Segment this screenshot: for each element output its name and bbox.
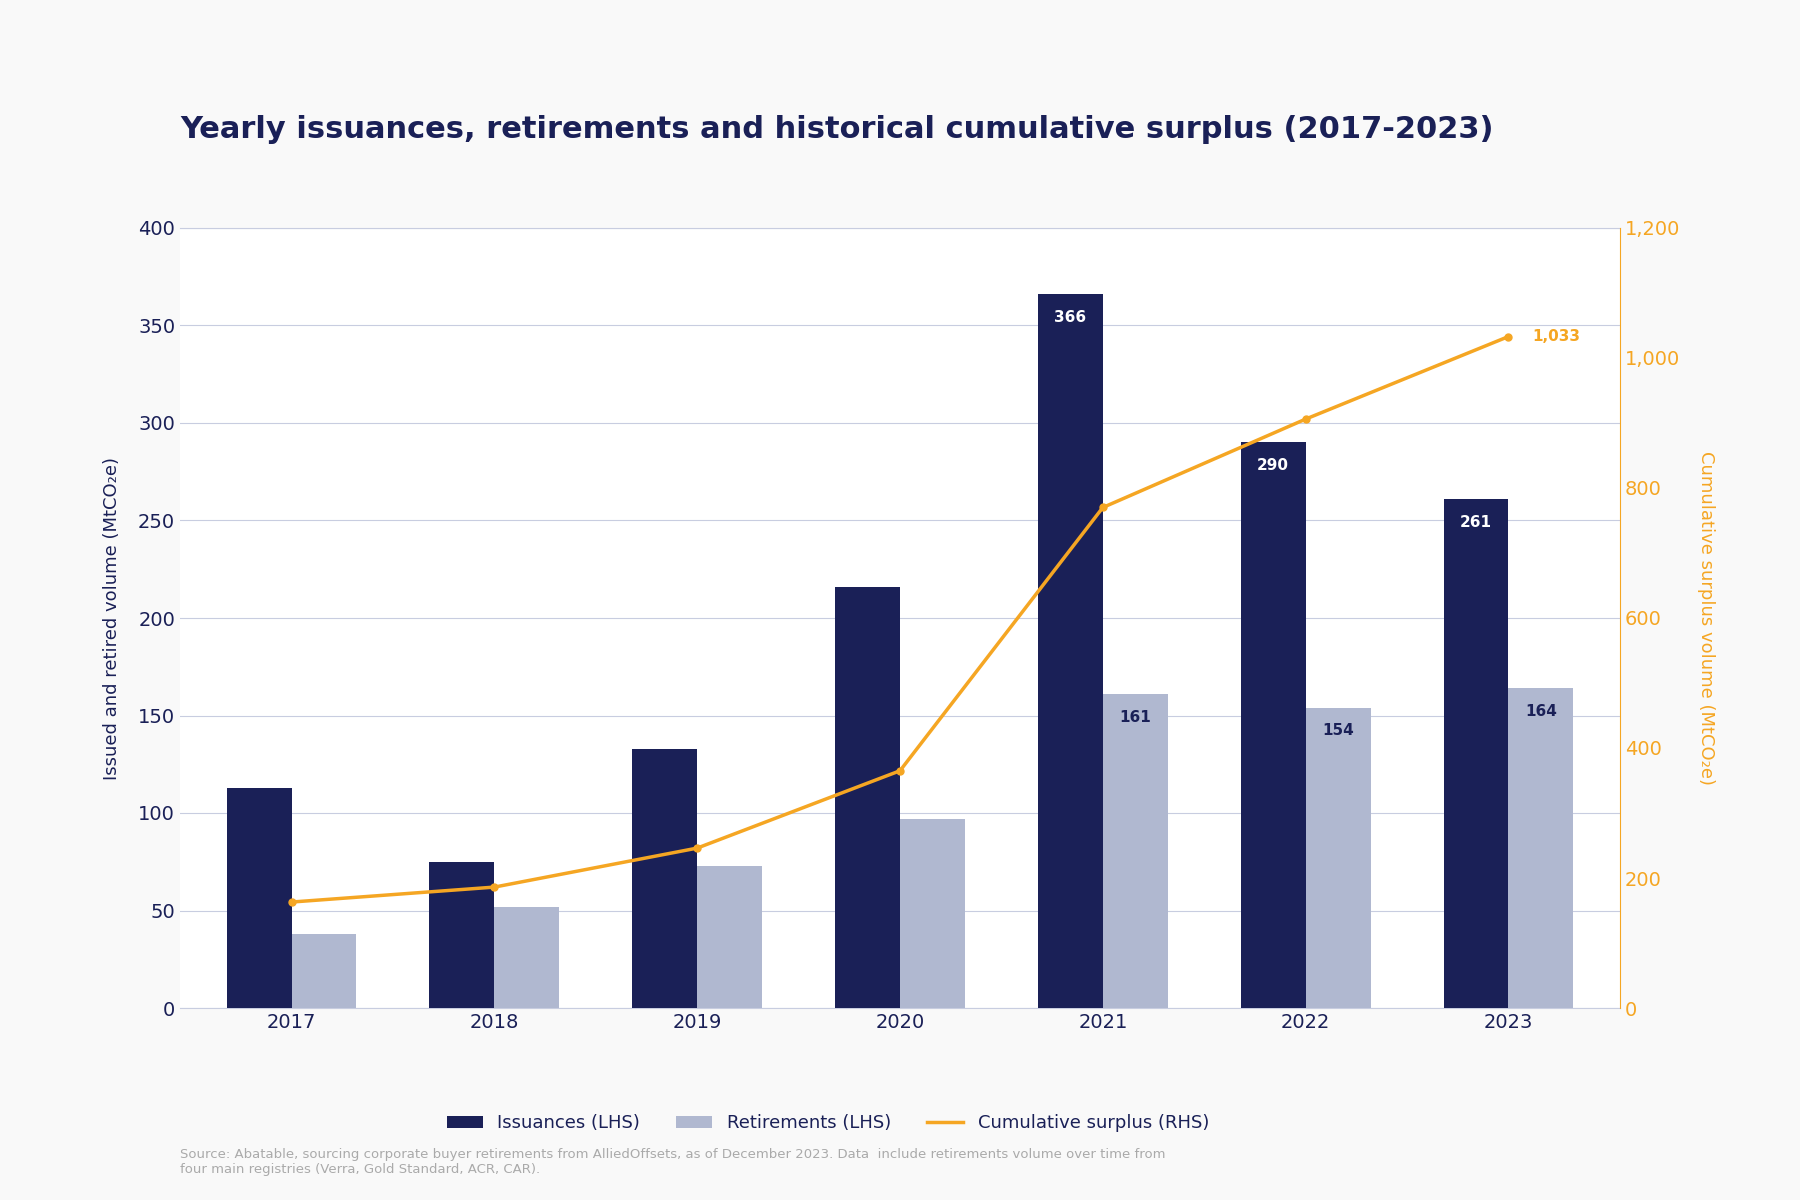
Text: 164: 164 (1525, 703, 1557, 719)
Bar (632, 749, 697, 1008)
Cumulative surplus (RHS) (1093, 500, 1114, 515)
Bar (1240, 443, 1305, 1008)
Bar (1103, 694, 1168, 1008)
Text: 154: 154 (1323, 724, 1354, 738)
Text: 261: 261 (1460, 515, 1492, 529)
Cumulative surplus (RHS) (1498, 329, 1519, 343)
Text: Yearly issuances, retirements and historical cumulative surplus (2017-2023): Yearly issuances, retirements and histor… (180, 115, 1494, 144)
Bar (900, 818, 965, 1008)
Bar (1305, 708, 1370, 1008)
Text: 161: 161 (1120, 709, 1152, 725)
Cumulative surplus (RHS) (484, 880, 506, 894)
Bar (1508, 688, 1573, 1008)
Cumulative surplus (RHS) (686, 841, 707, 856)
Y-axis label: Cumulative surplus volume (MtCO₂e): Cumulative surplus volume (MtCO₂e) (1697, 451, 1715, 785)
Bar (292, 934, 356, 1008)
Legend: Issuances (LHS), Retirements (LHS), Cumulative surplus (RHS): Issuances (LHS), Retirements (LHS), Cumu… (439, 1106, 1217, 1139)
Y-axis label: Issued and retired volume (MtCO₂e): Issued and retired volume (MtCO₂e) (103, 456, 121, 780)
Text: 366: 366 (1055, 310, 1087, 325)
Cumulative surplus (RHS) (281, 895, 302, 910)
Text: 1,033: 1,033 (1534, 329, 1580, 344)
Cumulative surplus (RHS) (1294, 412, 1316, 426)
Bar (697, 865, 761, 1008)
Text: 290: 290 (1256, 458, 1289, 473)
Bar (1039, 294, 1103, 1008)
Bar (495, 907, 560, 1008)
Bar (1444, 499, 1508, 1008)
Bar (227, 787, 292, 1008)
Line: Cumulative surplus (RHS): Cumulative surplus (RHS) (288, 334, 1512, 906)
Bar (835, 587, 900, 1008)
Bar (430, 862, 495, 1008)
Text: Source: Abatable, sourcing corporate buyer retirements from AlliedOffsets, as of: Source: Abatable, sourcing corporate buy… (180, 1148, 1166, 1176)
Cumulative surplus (RHS) (889, 763, 911, 778)
